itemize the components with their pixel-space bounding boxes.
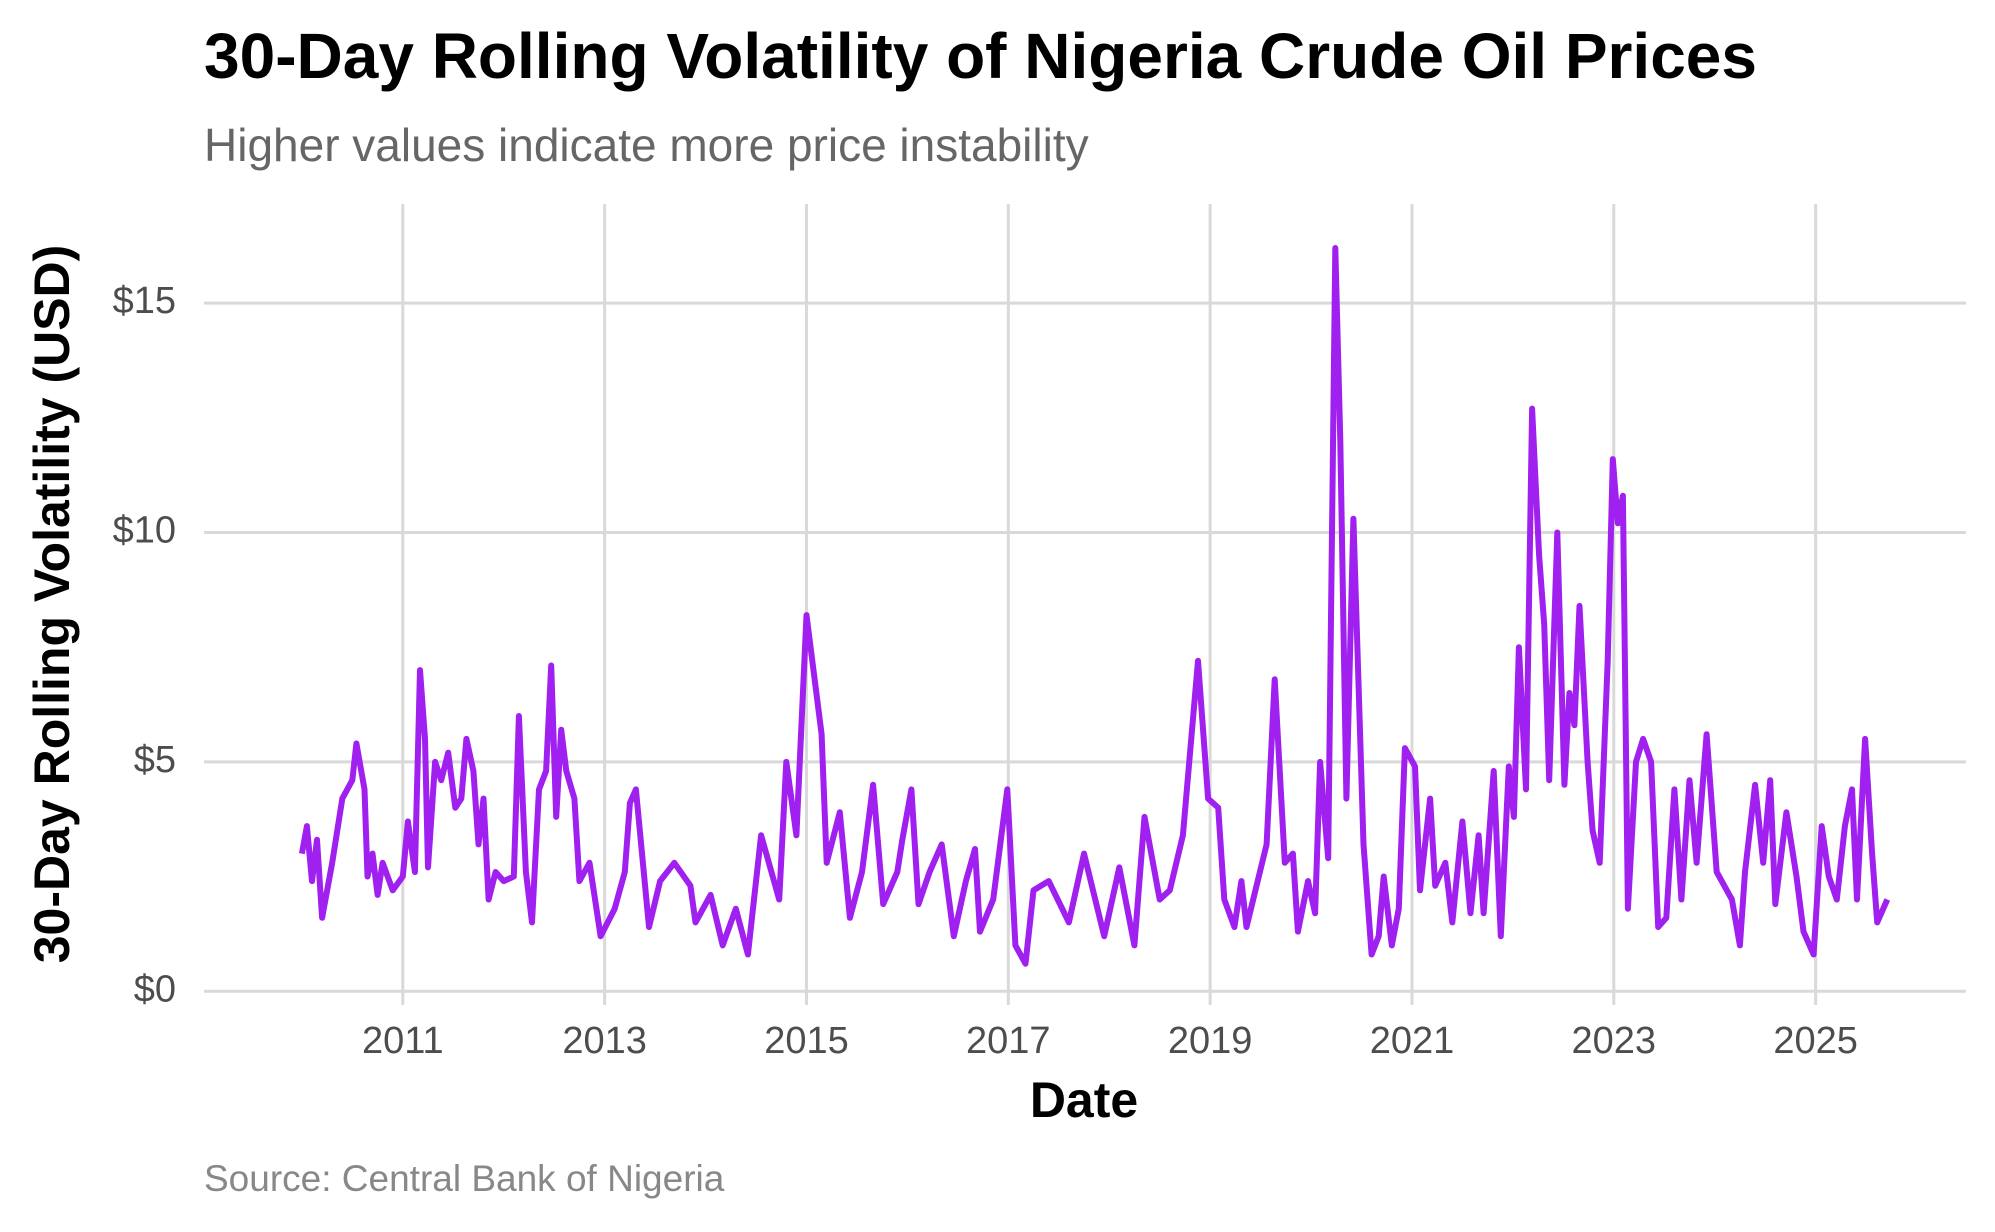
- x-tick-label: 2017: [966, 1020, 1051, 1062]
- y-tick-label: $10: [113, 510, 176, 552]
- volatility-line: [298, 245, 1891, 967]
- x-tick-label: 2013: [562, 1020, 647, 1062]
- y-axis-label: 30-Day Rolling Volatility (USD): [24, 245, 80, 964]
- x-tick-label: 2015: [764, 1020, 849, 1062]
- chart-subtitle: Higher values indicate more price instab…: [204, 119, 1089, 171]
- x-tick-label: 2021: [1370, 1020, 1455, 1062]
- x-tick-label: 2011: [362, 1020, 444, 1062]
- x-tick-label: 2019: [1168, 1020, 1253, 1062]
- x-tick-label: 2023: [1572, 1020, 1657, 1062]
- caption: Source: Central Bank of Nigeria: [204, 1158, 725, 1199]
- x-axis-label: Date: [1030, 1072, 1138, 1128]
- chart-title: 30-Day Rolling Volatility of Nigeria Cru…: [204, 20, 1757, 92]
- x-tick-label: 2025: [1773, 1020, 1858, 1062]
- y-tick-label: $5: [134, 739, 176, 781]
- y-tick-label: $15: [113, 280, 176, 322]
- y-tick-label: $0: [134, 968, 176, 1010]
